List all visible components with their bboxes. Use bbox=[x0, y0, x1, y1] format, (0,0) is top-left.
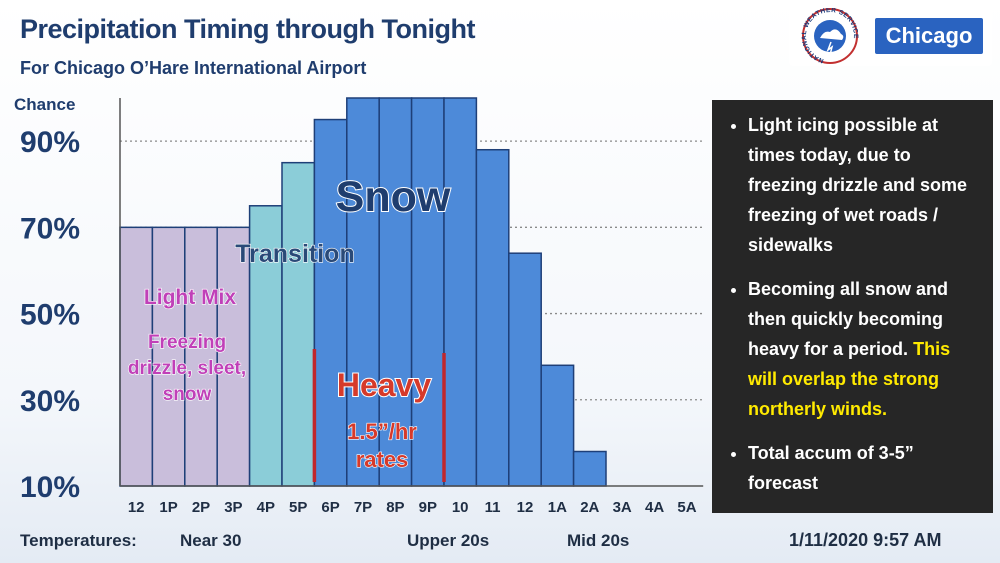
x-tick-label: 8P bbox=[386, 499, 404, 516]
x-tick-label: 10 bbox=[452, 499, 469, 516]
x-tick-label: 12 bbox=[128, 499, 145, 516]
bar bbox=[313, 118, 348, 487]
light-mix-detail-label: Freezing bbox=[148, 332, 226, 353]
x-tick-label: 4A bbox=[645, 499, 664, 516]
light-mix-detail-label: drizzle, sleet, bbox=[128, 358, 246, 379]
bullet-text: Total accum of 3-5” forecast bbox=[748, 443, 914, 493]
office-badge: NATIONAL WEATHER SERVICE Chicago bbox=[789, 6, 992, 66]
y-tick-label: 30% bbox=[20, 385, 80, 418]
precipitation-chart: Chance 10% 30% 50% 70% 90% 12 1P 2P 3P 4P 5P 6P 7P 8P 9… bbox=[14, 95, 704, 516]
bullet-text: Light icing possible at times today, due… bbox=[748, 115, 968, 255]
bullet-highlight: This will overlap the strong northerly w… bbox=[748, 339, 951, 419]
light-mix-detail-label: snow bbox=[163, 384, 212, 405]
x-tick-label: 9P bbox=[419, 499, 437, 516]
y-axis-label: Chance bbox=[14, 95, 75, 114]
x-tick-label: 2A bbox=[580, 499, 599, 516]
temp-upper: Upper 20s bbox=[407, 531, 490, 550]
bullet-item: Total accum of 3-5” forecast bbox=[748, 438, 981, 498]
transition-label: Transition bbox=[235, 240, 354, 268]
x-tick-label: 1A bbox=[548, 499, 567, 516]
bar bbox=[572, 450, 607, 487]
x-tick-label: 12 bbox=[517, 499, 534, 516]
heavy-rate-label: 1.5”/hr bbox=[347, 419, 417, 444]
snow-label: Snow bbox=[336, 173, 451, 221]
page-subtitle: For Chicago O’Hare International Airport bbox=[20, 58, 367, 78]
bar bbox=[281, 161, 316, 487]
x-tick-label: 3A bbox=[613, 499, 632, 516]
x-tick-label: 2P bbox=[192, 499, 210, 516]
bar bbox=[151, 226, 186, 487]
x-tick-label: 6P bbox=[321, 499, 339, 516]
light-mix-label: Light Mix bbox=[144, 286, 236, 309]
bullet-text: Becoming all snow and then quickly becom… bbox=[748, 279, 949, 359]
nws-logo-icon: NATIONAL WEATHER SERVICE bbox=[801, 8, 859, 64]
x-tick-label: 7P bbox=[354, 499, 372, 516]
x-tick-label: 4P bbox=[257, 499, 275, 516]
heavy-rate-label: rates bbox=[356, 447, 409, 472]
bullet-item: Light icing possible at times today, due… bbox=[748, 110, 981, 260]
bar bbox=[216, 226, 251, 487]
x-tick-label: 3P bbox=[224, 499, 242, 516]
bullet-item: Becoming all snow and then quickly becom… bbox=[748, 274, 981, 424]
x-tick-label: 5P bbox=[289, 499, 307, 516]
office-label: Chicago bbox=[875, 18, 983, 54]
temperatures-label: Temperatures: bbox=[20, 531, 137, 550]
bar bbox=[346, 97, 380, 487]
page-title: Precipitation Timing through Tonight bbox=[20, 14, 475, 44]
y-tick-label: 90% bbox=[20, 126, 80, 159]
info-panel: Light icing possible at times today, due… bbox=[712, 100, 993, 513]
x-tick-label: 1P bbox=[159, 499, 177, 516]
bar bbox=[540, 364, 575, 487]
x-tick-label: 11 bbox=[485, 499, 501, 516]
timestamp: 1/11/2020 9:57 AM bbox=[789, 530, 942, 550]
y-tick-label: 70% bbox=[20, 212, 80, 245]
temp-mid: Mid 20s bbox=[567, 531, 630, 550]
y-tick-label: 50% bbox=[20, 299, 80, 332]
bar bbox=[184, 226, 218, 487]
bar bbox=[508, 252, 542, 487]
x-tick-label: 5A bbox=[677, 499, 696, 516]
bar bbox=[119, 226, 154, 487]
temp-near: Near 30 bbox=[180, 531, 242, 550]
y-tick-label: 10% bbox=[20, 471, 80, 504]
heavy-label: Heavy bbox=[337, 367, 432, 403]
bar bbox=[443, 97, 478, 487]
bar bbox=[475, 148, 510, 487]
